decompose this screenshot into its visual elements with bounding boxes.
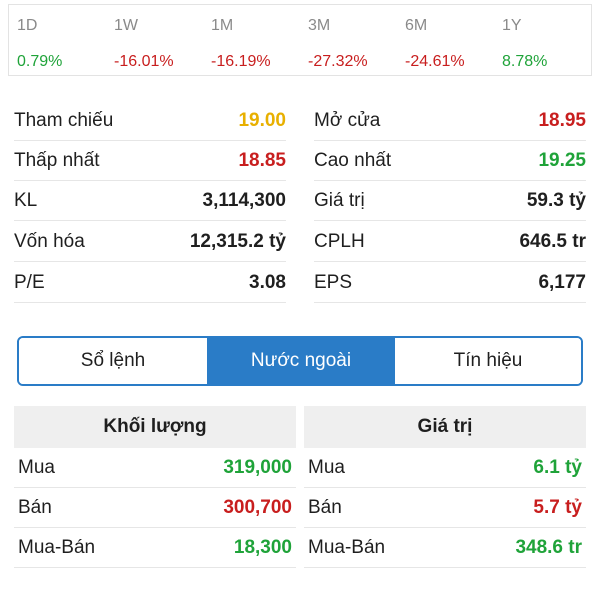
stat-value: 3,114,300 xyxy=(202,189,286,211)
stat-label: Mở cửa xyxy=(314,109,381,131)
perf-label: 6M xyxy=(405,17,428,34)
perf-label: 3M xyxy=(308,17,331,34)
table-header: Giá trị xyxy=(304,406,586,448)
stat-label: Thấp nhất xyxy=(14,149,100,171)
perf-1w[interactable]: 1W -16.01% xyxy=(106,5,203,75)
row-value: 6.1 tỷ xyxy=(533,456,582,478)
stat-value: 3.08 xyxy=(249,271,286,293)
stat-value: 59.3 tỷ xyxy=(526,189,586,211)
table-row: Mua 6.1 tỷ xyxy=(304,448,586,488)
table-header: Khối lượng xyxy=(14,406,296,448)
row-value: 18,300 xyxy=(233,536,292,558)
row-value: 348.6 tr xyxy=(515,536,582,558)
stat-pe: P/E 3.08 xyxy=(14,263,286,303)
tab-bar: Sổ lệnh Nước ngoài Tín hiệu xyxy=(17,336,583,386)
stat-market-cap: Vốn hóa 12,315.2 tỷ xyxy=(14,222,286,262)
stat-label: Cao nhất xyxy=(314,149,392,171)
stat-label: Giá trị xyxy=(314,189,365,211)
stat-shares-outstanding: CPLH 646.5 tr xyxy=(314,222,586,262)
row-value: 319,000 xyxy=(223,456,292,478)
stat-value: 19.25 xyxy=(538,149,586,171)
table-row: Mua-Bán 348.6 tr xyxy=(304,528,586,568)
perf-3m[interactable]: 3M -27.32% xyxy=(300,5,397,75)
row-label: Mua-Bán xyxy=(308,536,386,558)
perf-label: 1D xyxy=(17,17,38,34)
stat-value: 19.00 xyxy=(238,109,286,131)
tab-signals[interactable]: Tín hiệu xyxy=(393,338,581,384)
row-label: Mua xyxy=(18,456,55,478)
stat-label: CPLH xyxy=(314,230,365,252)
perf-1y[interactable]: 1Y 8.78% xyxy=(494,5,591,75)
stat-label: KL xyxy=(14,189,38,211)
perf-label: 1W xyxy=(114,17,138,34)
perf-label: 1M xyxy=(211,17,234,34)
stat-value: 18.95 xyxy=(538,109,586,131)
stat-value: 646.5 tr xyxy=(519,230,586,252)
perf-value: -16.19% xyxy=(211,53,271,70)
stat-open: Mở cửa 18.95 xyxy=(314,101,586,141)
row-label: Mua xyxy=(308,456,345,478)
table-row: Bán 5.7 tỷ xyxy=(304,488,586,528)
tab-order-book[interactable]: Sổ lệnh xyxy=(19,338,207,384)
perf-value: -27.32% xyxy=(308,53,368,70)
perf-value: -24.61% xyxy=(405,53,465,70)
row-label: Bán xyxy=(308,496,342,518)
stat-label: EPS xyxy=(314,271,353,293)
stat-reference: Tham chiếu 19.00 xyxy=(14,101,286,141)
tab-foreign[interactable]: Nước ngoài xyxy=(207,338,393,384)
stat-high: Cao nhất 19.25 xyxy=(314,141,586,181)
perf-1m[interactable]: 1M -16.19% xyxy=(203,5,300,75)
stat-value: 18.85 xyxy=(238,149,286,171)
perf-value: 0.79% xyxy=(17,53,63,70)
performance-strip: 1D 0.79% 1W -16.01% 1M -16.19% 3M -27.32… xyxy=(8,4,592,76)
foreign-volume-table: Khối lượng Mua 319,000 Bán 300,700 Mua-B… xyxy=(14,406,296,568)
row-label: Bán xyxy=(18,496,52,518)
stat-label: Tham chiếu xyxy=(14,109,114,131)
stat-value-traded: Giá trị 59.3 tỷ xyxy=(314,181,586,221)
stat-eps: EPS 6,177 xyxy=(314,263,586,303)
perf-6m[interactable]: 6M -24.61% xyxy=(397,5,494,75)
row-label: Mua-Bán xyxy=(18,536,96,558)
stat-low: Thấp nhất 18.85 xyxy=(14,141,286,181)
row-value: 300,700 xyxy=(223,496,292,518)
stat-label: Vốn hóa xyxy=(14,230,85,252)
perf-value: -16.01% xyxy=(114,53,174,70)
table-row: Bán 300,700 xyxy=(14,488,296,528)
foreign-value-table: Giá trị Mua 6.1 tỷ Bán 5.7 tỷ Mua-Bán 34… xyxy=(304,406,586,568)
table-row: Mua 319,000 xyxy=(14,448,296,488)
row-value: 5.7 tỷ xyxy=(533,496,582,518)
perf-value: 8.78% xyxy=(502,53,548,70)
stat-label: P/E xyxy=(14,271,45,293)
perf-label: 1Y xyxy=(502,17,522,34)
perf-1d[interactable]: 1D 0.79% xyxy=(9,5,106,75)
stat-volume: KL 3,114,300 xyxy=(14,181,286,221)
table-row: Mua-Bán 18,300 xyxy=(14,528,296,568)
stat-value: 6,177 xyxy=(538,271,586,293)
stat-value: 12,315.2 tỷ xyxy=(189,230,286,252)
